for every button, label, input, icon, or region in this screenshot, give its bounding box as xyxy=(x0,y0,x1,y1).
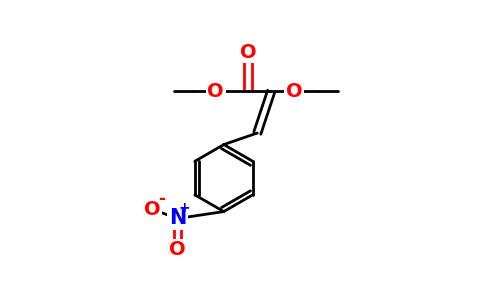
Text: +: + xyxy=(179,201,190,215)
Text: O: O xyxy=(169,240,186,259)
Text: O: O xyxy=(286,82,302,101)
Text: O: O xyxy=(240,43,257,62)
Text: O: O xyxy=(208,82,224,101)
Text: N: N xyxy=(169,208,186,229)
Text: O: O xyxy=(144,200,161,219)
Text: -: - xyxy=(158,190,165,208)
